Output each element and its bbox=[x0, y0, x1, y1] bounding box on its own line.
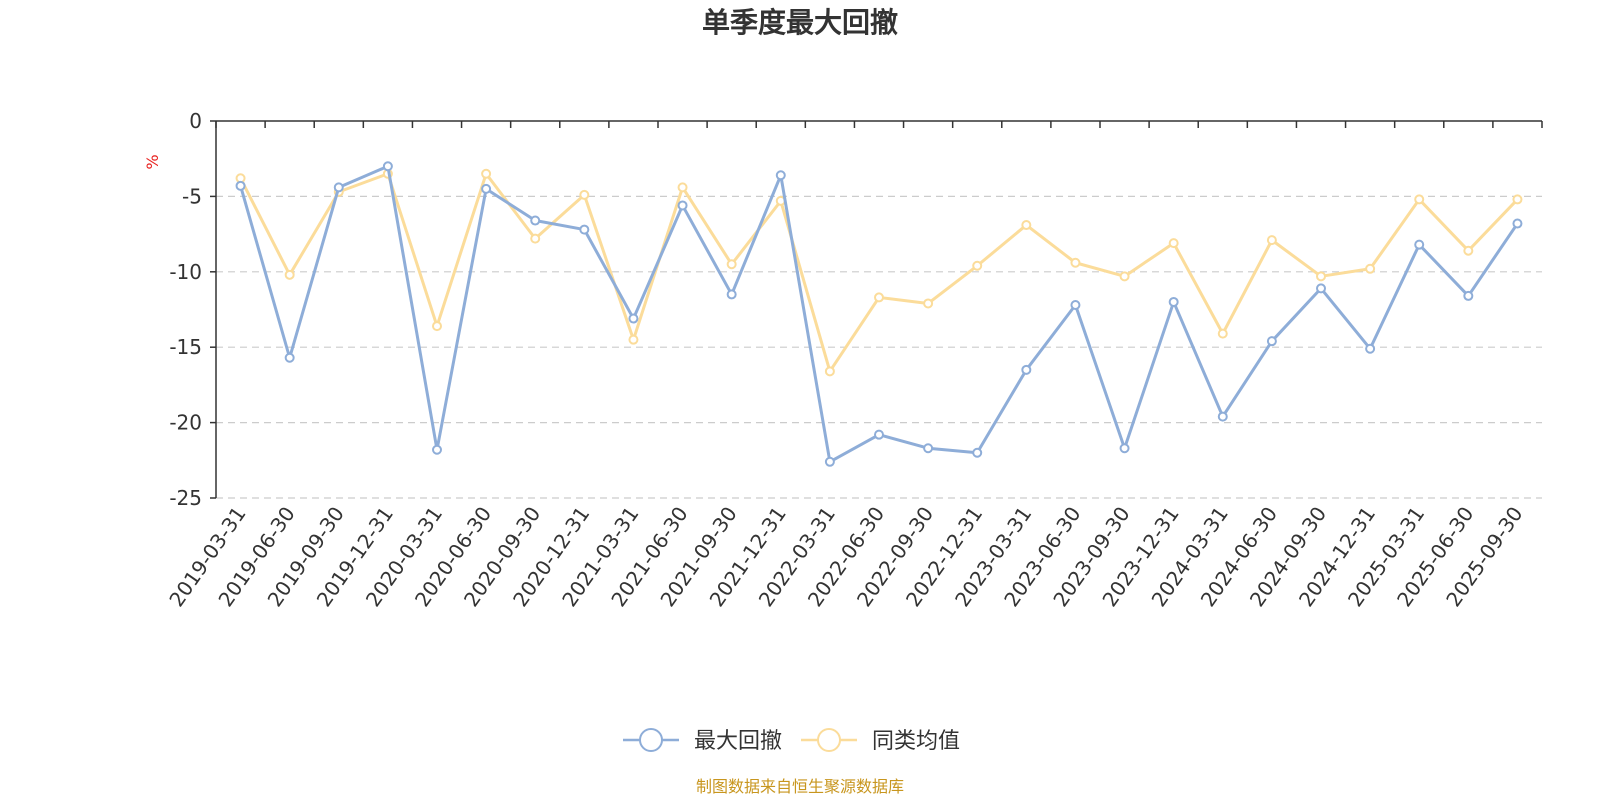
data-point bbox=[1266, 235, 1277, 246]
y-tick-label: -15 bbox=[169, 335, 202, 359]
data-point bbox=[1463, 290, 1474, 301]
data-point bbox=[677, 182, 688, 193]
data-point bbox=[333, 182, 344, 193]
data-point bbox=[235, 180, 246, 191]
data-point bbox=[481, 168, 492, 179]
x-axis: 2019-03-312019-06-302019-09-302019-12-31… bbox=[164, 120, 1543, 611]
legend: 最大回撤 同类均值 bbox=[623, 728, 960, 754]
data-point bbox=[923, 298, 934, 309]
data-point bbox=[1070, 257, 1081, 268]
data-point bbox=[726, 259, 737, 270]
y-tick-label: -10 bbox=[169, 260, 202, 284]
data-point bbox=[1512, 194, 1523, 205]
data-point bbox=[432, 444, 442, 455]
y-tick-label: -5 bbox=[182, 184, 202, 208]
data-point bbox=[1217, 328, 1228, 339]
grid-lines bbox=[216, 195, 1542, 499]
series-0 bbox=[235, 161, 1523, 467]
legend-label: 同类均值 bbox=[872, 729, 960, 754]
data-point bbox=[874, 429, 884, 440]
data-point bbox=[530, 233, 541, 244]
data-point bbox=[972, 447, 983, 458]
data-point bbox=[1119, 271, 1130, 282]
y-tick-label: 0 bbox=[189, 109, 202, 133]
data-point bbox=[432, 321, 442, 332]
data-point bbox=[1168, 238, 1179, 249]
data-point bbox=[628, 313, 639, 324]
legend-marker bbox=[639, 728, 663, 752]
y-axis: 0 -5 -10 -15 -20 -25 bbox=[169, 109, 217, 510]
data-point bbox=[775, 170, 786, 181]
data-point bbox=[824, 366, 835, 377]
data-point bbox=[726, 289, 737, 300]
legend-marker bbox=[817, 728, 841, 752]
data-point bbox=[628, 334, 639, 345]
data-point bbox=[284, 352, 295, 363]
data-point bbox=[874, 292, 884, 303]
legend-item-1: 同类均值 bbox=[801, 728, 960, 754]
y-axis-unit: % bbox=[143, 154, 162, 169]
data-point bbox=[677, 200, 688, 211]
y-tick-label: -25 bbox=[169, 486, 202, 510]
data-point bbox=[1119, 443, 1130, 454]
data-point bbox=[1414, 239, 1425, 250]
data-point bbox=[579, 189, 590, 200]
data-point bbox=[972, 260, 983, 271]
data-point bbox=[382, 161, 393, 172]
data-point bbox=[530, 215, 541, 226]
data-point bbox=[1365, 263, 1376, 274]
data-point bbox=[1316, 271, 1326, 282]
y-tick-label: -20 bbox=[169, 411, 202, 435]
data-point bbox=[1512, 218, 1523, 229]
data-point bbox=[824, 456, 835, 467]
data-point bbox=[1070, 299, 1081, 310]
data-point bbox=[481, 183, 492, 194]
data-point bbox=[1266, 336, 1277, 347]
legend-label: 最大回撤 bbox=[694, 729, 782, 754]
data-point bbox=[1316, 283, 1326, 294]
data-point bbox=[1365, 343, 1376, 354]
data-point bbox=[1021, 364, 1032, 375]
data-point bbox=[284, 269, 295, 280]
data-point bbox=[1463, 245, 1474, 256]
data-point bbox=[1021, 220, 1032, 231]
data-point bbox=[1168, 296, 1179, 307]
series-line bbox=[239, 172, 1519, 373]
legend-item-0: 最大回撤 bbox=[623, 728, 782, 754]
series-1 bbox=[235, 168, 1523, 377]
source-note: 制图数据来自恒生聚源数据库 bbox=[696, 777, 904, 796]
series-layer bbox=[235, 161, 1523, 467]
data-point bbox=[1414, 194, 1425, 205]
data-point bbox=[923, 443, 934, 454]
chart-title: 单季度最大回撤 bbox=[702, 6, 898, 39]
data-point bbox=[1217, 411, 1228, 422]
data-point bbox=[579, 224, 590, 235]
